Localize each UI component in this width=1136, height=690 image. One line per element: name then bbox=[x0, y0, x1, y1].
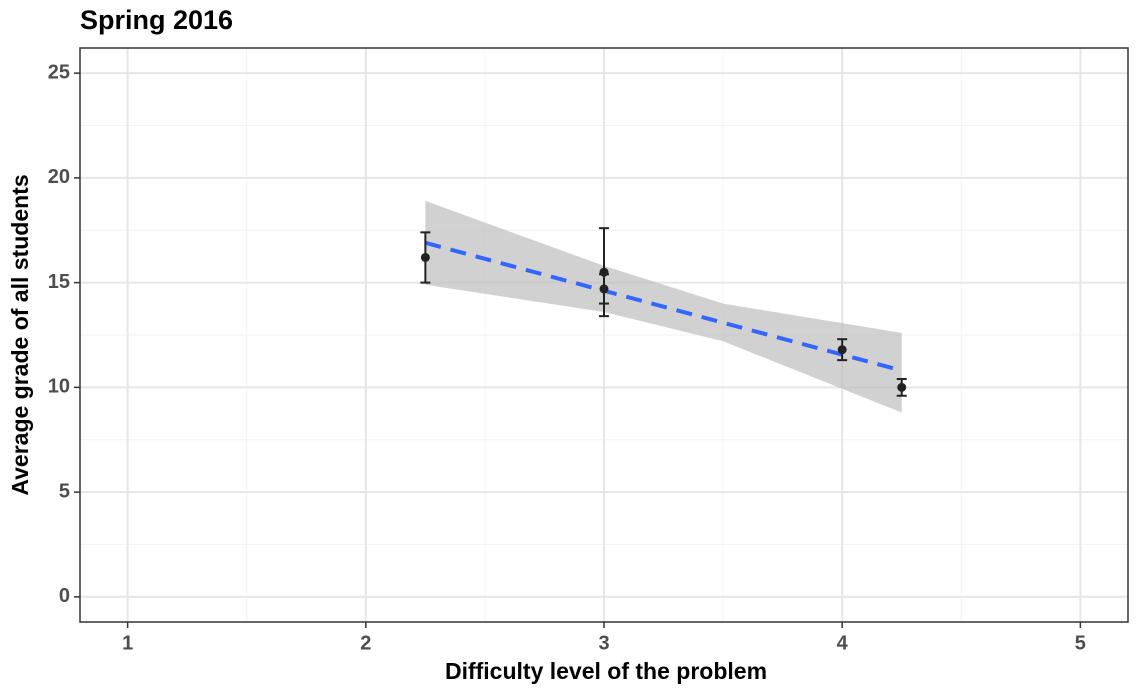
panel-border bbox=[79, 47, 1129, 623]
x-tick-label: 4 bbox=[837, 632, 849, 654]
chart-title: Spring 2016 bbox=[80, 5, 233, 35]
point bbox=[897, 382, 907, 392]
point bbox=[599, 284, 609, 294]
y-tick-label: 0 bbox=[59, 585, 70, 607]
x-tick-label: 5 bbox=[1075, 632, 1086, 654]
x-tick-label: 3 bbox=[598, 632, 609, 654]
x-tick-label: 2 bbox=[360, 632, 371, 654]
x-tick-label: 1 bbox=[122, 632, 133, 654]
x-axis-title: Difficulty level of the problem bbox=[445, 658, 767, 684]
y-tick-label: 20 bbox=[48, 166, 70, 188]
y-tick-label: 10 bbox=[48, 376, 70, 398]
fit-line bbox=[424, 240, 903, 373]
y-tick-label: 15 bbox=[48, 271, 70, 293]
point bbox=[837, 345, 847, 355]
point bbox=[420, 252, 430, 262]
y-axis-title: Average grade of all students bbox=[7, 174, 33, 495]
y-tick-label: 5 bbox=[59, 480, 70, 502]
y-tick-label: 25 bbox=[48, 61, 70, 83]
